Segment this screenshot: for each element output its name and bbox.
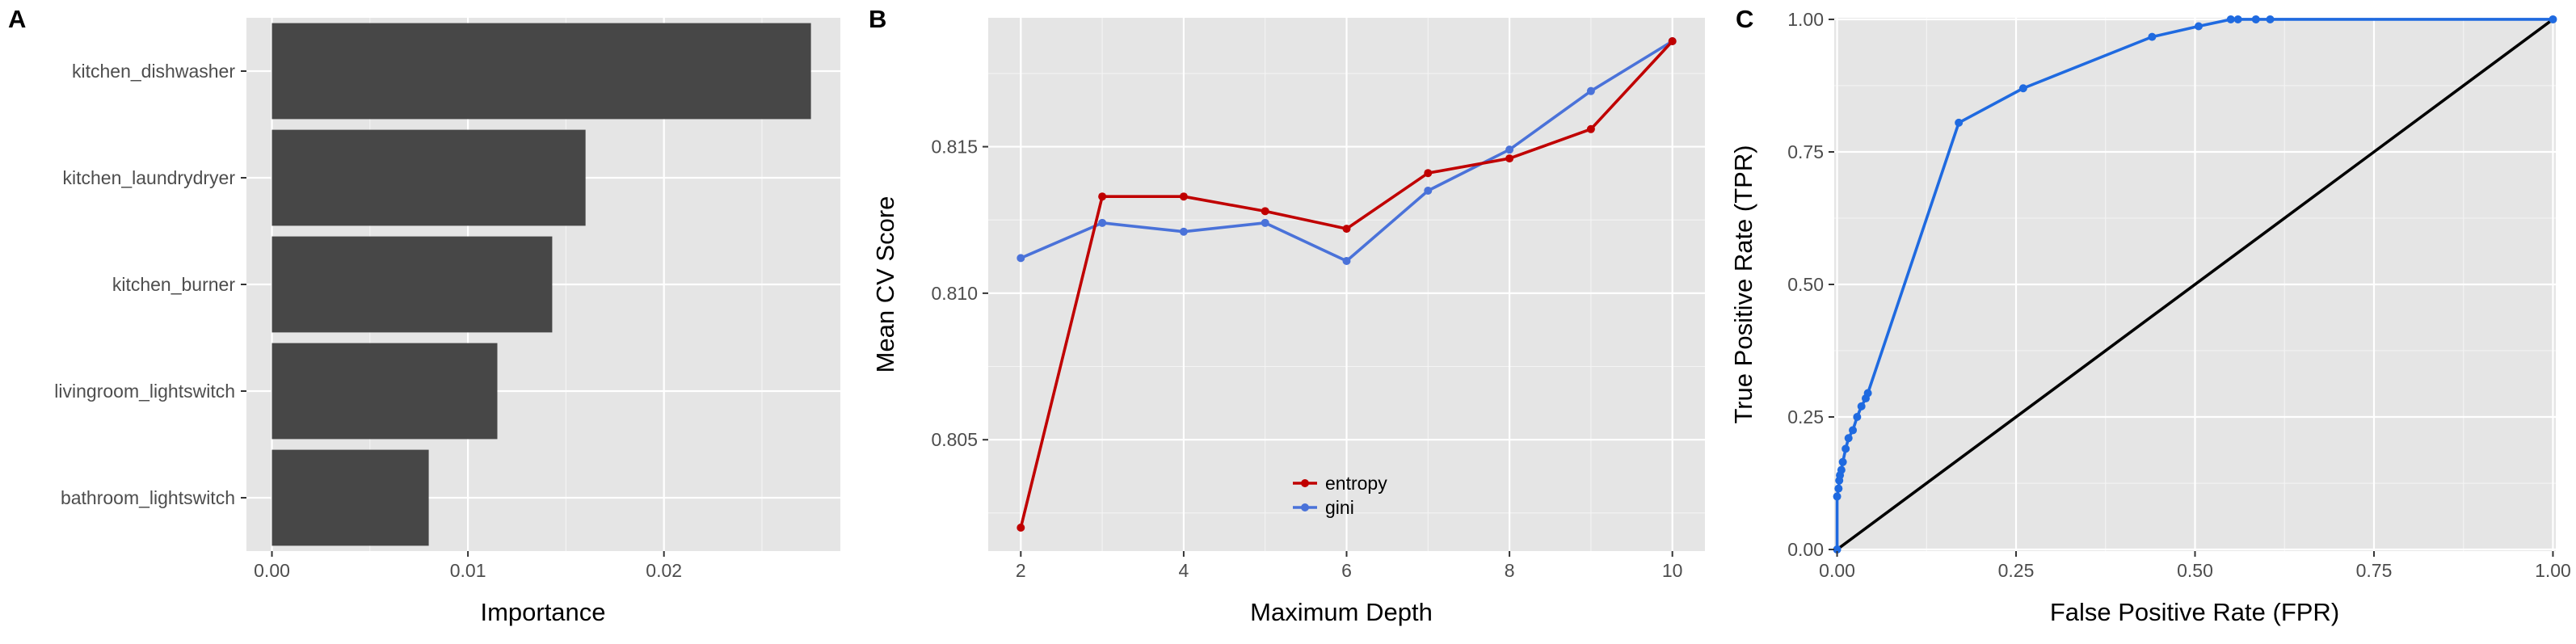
x-axis-title-a: Importance — [480, 598, 605, 626]
roc-point — [1838, 457, 1847, 466]
roc-point — [2233, 15, 2242, 23]
legend-b: entropy gini — [1293, 473, 1387, 518]
x-axis-title-c: False Positive Rate (FPR) — [2050, 598, 2339, 626]
y-tick-label: 0.50 — [1787, 274, 1824, 295]
bar — [271, 129, 586, 226]
panel-tag-b: B — [869, 5, 886, 33]
data-point-entropy — [1342, 225, 1351, 234]
y-tick-label: 1.00 — [1787, 9, 1824, 30]
cv-score-line-chart: B 2 4 6 8 10 0.805 0.810 0.815 entropy gini Max… — [869, 5, 1705, 626]
y-tick-label: kitchen_dishwasher — [72, 61, 235, 82]
roc-point — [2018, 84, 2027, 93]
data-point-entropy — [1017, 523, 1025, 532]
data-point-entropy — [1098, 192, 1107, 201]
legend-label: entropy — [1325, 473, 1387, 494]
roc-point — [2226, 15, 2235, 23]
y-tick-label: kitchen_laundrydryer — [62, 167, 235, 188]
panel-a: A kitchen_dishwasher kitchen_laundrydryer… — [0, 0, 848, 644]
legend-key-point — [1301, 503, 1309, 511]
x-tick-label: 10 — [1662, 560, 1683, 581]
data-point-gini — [1098, 218, 1107, 227]
data-point-gini — [1179, 227, 1188, 236]
y-axis-title-c: True Positive Rate (TPR) — [1729, 145, 1757, 423]
y-tick-label: 0.25 — [1787, 406, 1824, 427]
x-tick-label: 0.50 — [2177, 560, 2213, 581]
legend-label: gini — [1325, 497, 1354, 518]
panel-b: B 2 4 6 8 10 0.805 0.810 0.815 entropy gini Max… — [857, 0, 1705, 644]
roc-point — [1834, 484, 1843, 493]
bar — [271, 23, 811, 120]
y-tick-label: livingroom_lightswitch — [54, 381, 235, 402]
x-tick-label: 0.02 — [646, 560, 682, 581]
roc-point — [1842, 444, 1850, 453]
y-axis-title-b: Mean CV Score — [871, 196, 899, 373]
y-tick-label: kitchen_burner — [112, 274, 235, 295]
y-tick-label: bathroom_lightswitch — [61, 487, 235, 508]
data-point-gini — [1342, 256, 1351, 265]
x-tick-label: 0.01 — [450, 560, 486, 581]
roc-point — [1857, 402, 1866, 410]
importance-bar-chart: A kitchen_dishwasher kitchen_laundrydryer… — [8, 5, 840, 626]
roc-point — [2251, 15, 2260, 23]
data-point-gini — [1261, 218, 1269, 227]
roc-point — [1853, 413, 1862, 422]
data-point-entropy — [1586, 124, 1595, 133]
roc-point — [1844, 434, 1853, 443]
panel-c: C 0.00 0.25 0.50 0.75 1.00 0.00 0.25 0.50 0.75 1… — [1721, 0, 2576, 644]
x-tick-label: 1.00 — [2535, 560, 2571, 581]
x-tick-label: 6 — [1341, 560, 1352, 581]
bar — [271, 449, 429, 546]
data-point-gini — [1424, 186, 1433, 195]
x-tick-label: 0.00 — [1819, 560, 1855, 581]
roc-point — [2549, 15, 2557, 23]
roc-point — [2194, 22, 2203, 31]
data-point-entropy — [1424, 169, 1433, 178]
bar — [271, 343, 498, 440]
roc-curve-chart: C 0.00 0.25 0.50 0.75 1.00 0.00 0.25 0.50 0.75 1… — [1729, 5, 2571, 626]
data-point-entropy — [1668, 37, 1677, 46]
data-point-gini — [1505, 145, 1514, 154]
roc-point — [1849, 426, 1858, 435]
bar — [271, 236, 553, 333]
y-tick-label: 0.815 — [931, 137, 978, 158]
x-tick-label: 8 — [1505, 560, 1515, 581]
panel-tag-a: A — [8, 5, 26, 33]
data-point-entropy — [1179, 192, 1188, 201]
roc-point — [2266, 15, 2275, 23]
roc-point — [1833, 545, 1842, 554]
x-axis-title-b: Maximum Depth — [1250, 598, 1433, 626]
roc-point — [2148, 32, 2157, 41]
y-tick-label: 0.75 — [1787, 141, 1824, 162]
diagonal-reference-line — [1836, 18, 2554, 551]
roc-point — [1955, 118, 1964, 127]
x-tick-label: 0.75 — [2356, 560, 2393, 581]
roc-point — [1837, 465, 1846, 474]
data-point-entropy — [1261, 207, 1269, 216]
data-point-entropy — [1505, 154, 1514, 163]
roc-point — [1833, 492, 1842, 501]
y-tick-label: 0.805 — [931, 429, 978, 450]
legend-key-point — [1301, 479, 1309, 487]
x-tick-label: 0.00 — [254, 560, 290, 581]
x-tick-label: 0.25 — [1998, 560, 2035, 581]
y-tick-label: 0.810 — [931, 283, 978, 304]
y-tick-label: 0.00 — [1787, 539, 1824, 560]
data-point-gini — [1017, 254, 1025, 263]
x-tick-label: 4 — [1179, 560, 1189, 581]
x-tick-label: 2 — [1016, 560, 1026, 581]
panel-tag-c: C — [1736, 5, 1753, 33]
data-point-gini — [1586, 86, 1595, 95]
roc-point — [1863, 389, 1872, 398]
